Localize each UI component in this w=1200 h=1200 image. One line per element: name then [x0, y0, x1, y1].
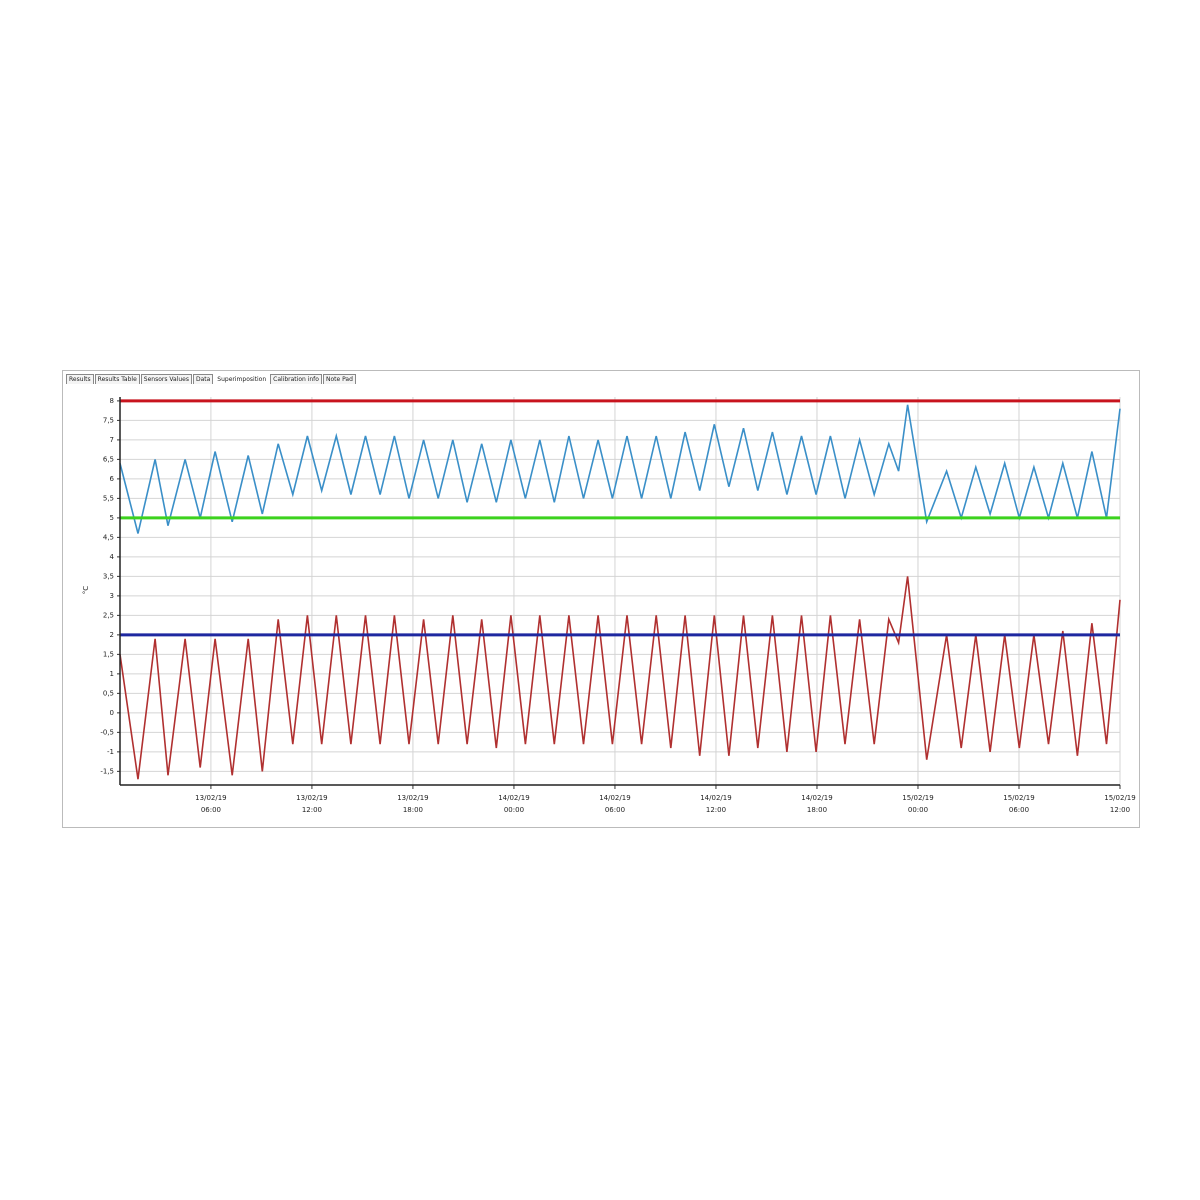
- y-tick-label: 4: [110, 553, 115, 561]
- plot-area: [120, 397, 1120, 785]
- x-tick-label: 14/02/19 12:00: [700, 794, 732, 814]
- y-tick-label: 4,5: [103, 533, 114, 541]
- y-tick-label: -1: [107, 748, 114, 756]
- tab[interactable]: Superimposition: [214, 374, 270, 384]
- series-line: [119, 576, 1121, 780]
- y-tick-label: -1,5: [100, 767, 114, 775]
- tab[interactable]: Data: [192, 374, 214, 384]
- tab[interactable]: Note Pad: [322, 374, 356, 384]
- y-tick-label: 1: [110, 670, 114, 678]
- x-tick-label: 13/02/19 06:00: [195, 794, 227, 814]
- y-tick-label: 0,5: [103, 689, 114, 697]
- x-tick-label: 14/02/19 18:00: [801, 794, 833, 814]
- y-tick-label: 2,5: [103, 611, 114, 619]
- x-tick-label: 15/02/19 12:00: [1104, 794, 1136, 814]
- y-tick-label: 0: [110, 709, 114, 717]
- x-tick-label: 14/02/19 00:00: [498, 794, 530, 814]
- y-tick-label: 1,5: [103, 650, 114, 658]
- y-tick-label: 8: [110, 397, 114, 405]
- y-tick-label: 7,5: [103, 416, 114, 424]
- tab[interactable]: Sensors Values: [140, 374, 192, 384]
- y-tick-label: -0,5: [100, 728, 114, 736]
- x-tick-label: 13/02/19 12:00: [296, 794, 328, 814]
- tab[interactable]: Calibration info: [270, 374, 322, 384]
- y-tick-label: 5: [110, 514, 114, 522]
- series-line: [119, 404, 1121, 534]
- y-tick-label: 6,5: [103, 455, 114, 463]
- y-tick-label: 3: [110, 592, 114, 600]
- tab-bar: Results Results Table Sensors Values Data Su…: [66, 374, 357, 384]
- x-tick-label: 15/02/19 00:00: [902, 794, 934, 814]
- x-tick-label: 13/02/19 18:00: [397, 794, 429, 814]
- y-axis-label: °C: [82, 586, 90, 595]
- y-tick-label: 6: [110, 475, 115, 483]
- tab[interactable]: Results Table: [94, 374, 140, 384]
- x-tick-label: 15/02/19 06:00: [1003, 794, 1035, 814]
- y-tick-label: 3,5: [103, 572, 114, 580]
- x-tick-label: 14/02/19 06:00: [599, 794, 631, 814]
- window: [62, 370, 1140, 828]
- y-tick-label: 2: [110, 631, 114, 639]
- tab[interactable]: Results: [66, 374, 94, 384]
- y-tick-label: 7: [110, 436, 114, 444]
- y-tick-label: 5,5: [103, 494, 114, 502]
